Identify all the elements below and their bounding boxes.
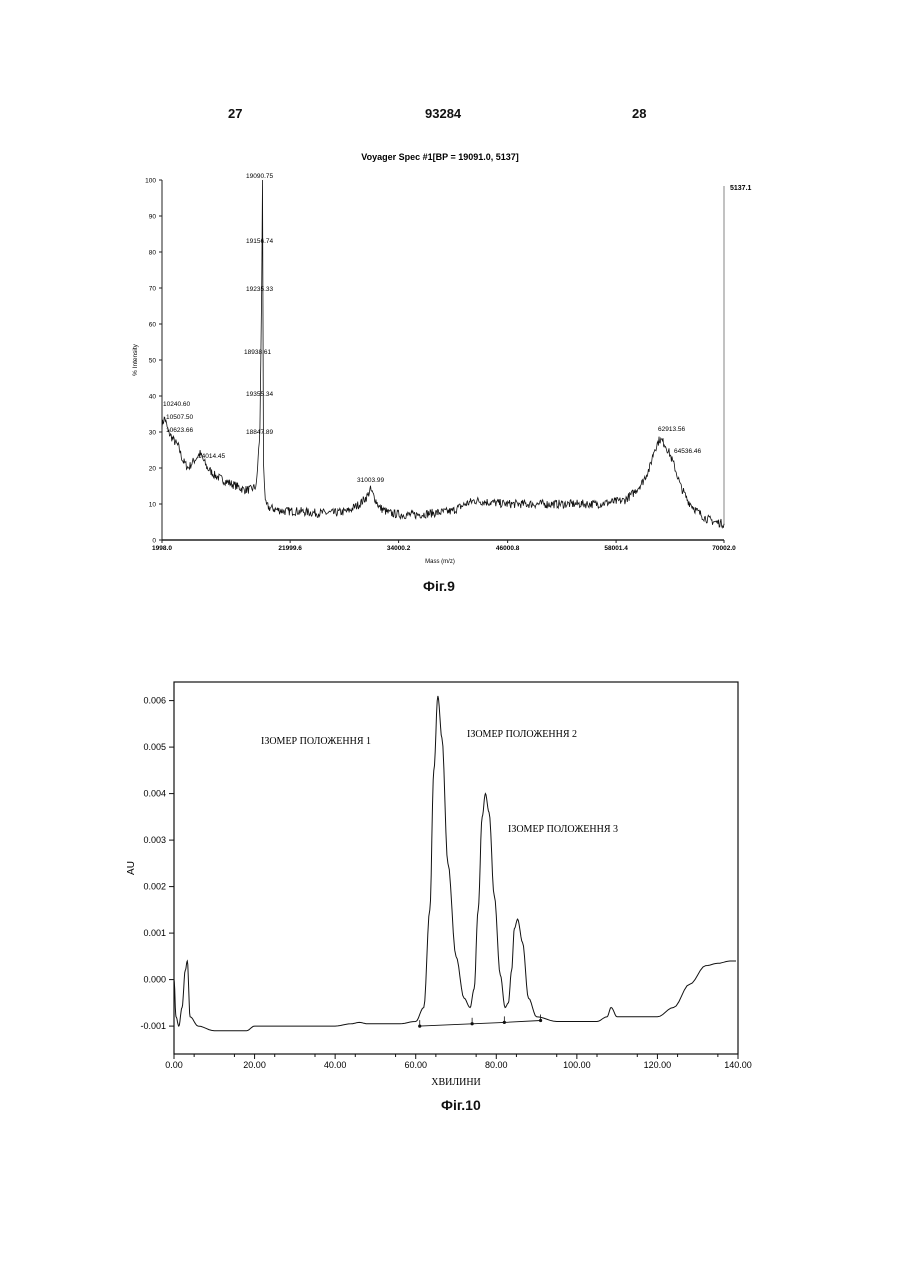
plot-frame — [174, 682, 738, 1054]
x-axis-label: ХВИЛИНИ — [431, 1077, 481, 1088]
x-tick-label: 140.00 — [724, 1060, 752, 1070]
baseline-marker-dot — [471, 1022, 474, 1025]
chromatogram-trace — [174, 696, 736, 1031]
figure-10-caption: Фіг.10 — [441, 1097, 481, 1113]
y-tick-label: 0.001 — [143, 928, 166, 938]
y-tick-label: 0.002 — [143, 882, 166, 892]
x-tick-label: 120.00 — [644, 1060, 672, 1070]
y-tick-label: 0.006 — [143, 696, 166, 706]
y-tick-label: 0.003 — [143, 835, 166, 845]
y-tick-label: -0.001 — [140, 1021, 166, 1031]
baseline-marker-dot — [503, 1021, 506, 1024]
y-tick-label: 0.000 — [143, 975, 166, 985]
x-tick-label: 40.00 — [324, 1060, 347, 1070]
x-tick-label: 0.00 — [165, 1060, 183, 1070]
y-axis-label: AU — [126, 861, 137, 875]
y-tick-label: 0.005 — [143, 742, 166, 752]
baseline-marker-dot — [539, 1019, 542, 1022]
x-tick-label: 100.00 — [563, 1060, 591, 1070]
x-tick-label: 20.00 — [243, 1060, 266, 1070]
x-tick-label: 60.00 — [404, 1060, 427, 1070]
baseline-marker-dot — [418, 1025, 421, 1028]
y-tick-label: 0.004 — [143, 789, 166, 799]
isomer-annotation: ІЗОМЕР ПОЛОЖЕННЯ 1 — [261, 736, 371, 747]
isomer-annotation: ІЗОМЕР ПОЛОЖЕННЯ 2 — [467, 729, 577, 740]
integration-baseline — [420, 1021, 541, 1027]
isomer-annotation: ІЗОМЕР ПОЛОЖЕННЯ 3 — [508, 824, 618, 835]
x-tick-label: 80.00 — [485, 1060, 508, 1070]
